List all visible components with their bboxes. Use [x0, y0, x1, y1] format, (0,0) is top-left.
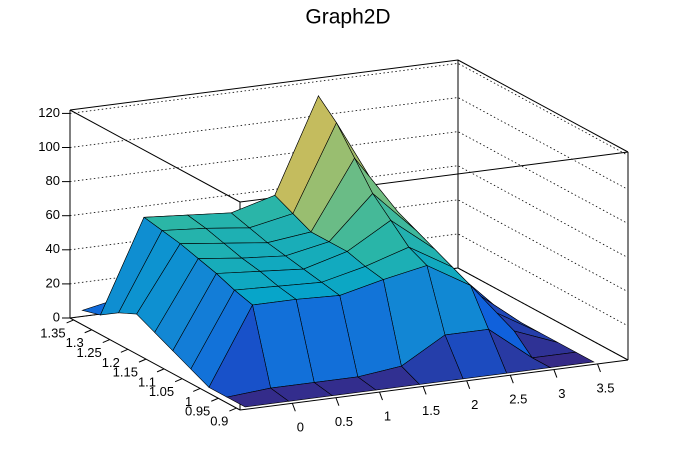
x-tick-label: 1.5	[422, 403, 440, 418]
y-tick	[102, 339, 110, 343]
box-edge	[69, 317, 241, 411]
x-tick-label: 3	[558, 386, 565, 401]
box-edge	[69, 59, 459, 111]
z-tick-label: 20	[46, 275, 60, 290]
y-tick-label: 0.95	[185, 404, 210, 419]
x-tick-label: 0	[297, 420, 304, 435]
y-tick-label: 1.25	[76, 345, 101, 360]
y-tick	[120, 348, 129, 353]
y-tick	[156, 368, 165, 373]
x-tick	[291, 403, 296, 412]
x-tick	[379, 391, 383, 401]
z-tick-label: 80	[46, 173, 60, 188]
x-tick-label: 2.5	[509, 392, 527, 407]
z-tick-label: 40	[46, 241, 60, 256]
y-tick	[193, 388, 201, 392]
grid-line	[69, 97, 629, 190]
chart-title: Graph2D	[305, 6, 390, 29]
y-tick-label: 1.35	[40, 325, 65, 340]
grid-line	[69, 199, 629, 293]
y-tick-label: 1.2	[102, 355, 120, 370]
x-tick	[422, 386, 427, 395]
x-tick	[466, 380, 471, 389]
x-tick	[335, 397, 340, 406]
y-tick	[211, 397, 219, 402]
y-tick	[66, 319, 74, 324]
z-tick-label: 60	[46, 207, 60, 222]
box-edge	[239, 359, 629, 411]
y-tick	[84, 329, 92, 334]
grid-line	[69, 267, 629, 361]
grid-line	[69, 233, 629, 327]
y-tick-label: 1.1	[138, 374, 156, 389]
y-tick	[229, 407, 237, 412]
x-tick	[553, 369, 558, 378]
y-tick	[138, 358, 147, 363]
grid-line	[69, 62, 629, 156]
x-tick	[597, 363, 601, 373]
box-edge	[69, 109, 241, 203]
y-tick-label: 1.3	[66, 335, 84, 350]
x-tick-label: 0.5	[335, 414, 353, 429]
z-tick-label: 0	[53, 309, 60, 324]
y-tick-label: 0.9	[210, 413, 228, 428]
y-tick-label: 1.05	[149, 384, 174, 399]
grid-line	[69, 165, 629, 259]
y-tick-label: 1	[185, 394, 192, 409]
z-tick-label: 120	[38, 105, 60, 120]
x-tick-label: 3.5	[596, 380, 614, 395]
y-tick-label: 1.15	[113, 365, 138, 380]
surface-cell	[226, 387, 290, 408]
x-tick	[509, 374, 514, 384]
z-tick-label: 100	[38, 139, 60, 154]
box-edge	[457, 59, 629, 153]
x-tick-label: 1	[384, 408, 391, 423]
x-tick-label: 2	[471, 397, 478, 412]
y-tick	[174, 378, 183, 383]
grid-line	[69, 131, 629, 224]
